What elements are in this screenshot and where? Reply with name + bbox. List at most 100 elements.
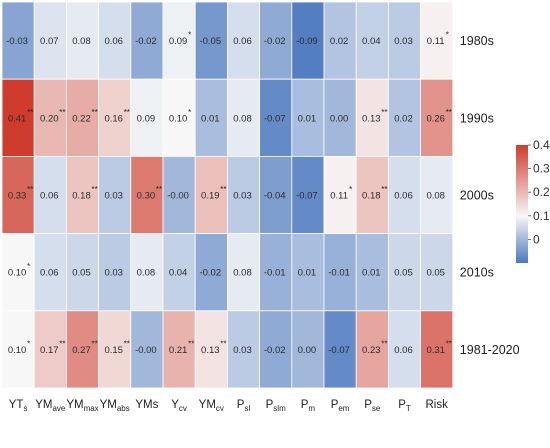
significance-marker: ** (124, 339, 130, 348)
column-label: Pse (364, 399, 381, 413)
cell-value-label: 0.02 (394, 113, 413, 124)
cell-value-label: -0.05 (199, 36, 221, 47)
significance-marker: ** (92, 108, 98, 117)
column-label: YMs (135, 399, 158, 411)
heatmap-cell (355, 310, 389, 389)
cell-value-label: -0.00 (135, 345, 157, 356)
cell-value-label: 0.08 (233, 268, 252, 279)
significance-marker: ** (59, 339, 65, 348)
cell-value-label: 0.31 (426, 345, 445, 356)
column-label: YMabs (100, 399, 130, 413)
colorbar: 0 0.1 0.2 0.3 0.4 (516, 138, 550, 263)
column-label: Psl (237, 399, 251, 413)
heatmap-cell (291, 1, 325, 80)
cell-value-label: 0.01 (201, 113, 220, 124)
colorbar-tick-label: 0.4 (533, 138, 550, 152)
heatmap-cell (387, 78, 421, 157)
cell-value-label: 0.10 (8, 268, 27, 279)
cell-value-label: 0.03 (233, 345, 252, 356)
cell-value-label: -0.07 (264, 113, 286, 124)
cell-value-label: 0.06 (40, 268, 59, 279)
heatmap-cell (66, 1, 100, 80)
significance-marker: ** (381, 185, 387, 194)
colorbar-tick-label: 0.2 (533, 185, 550, 199)
heatmap-cell (194, 233, 228, 312)
cell-value-label: 0.01 (298, 113, 317, 124)
significance-marker: ** (59, 108, 65, 117)
significance-marker: ** (381, 339, 387, 348)
significance-marker: ** (188, 339, 194, 348)
cell-value-label: 0.09 (169, 36, 188, 47)
heatmap-cell (1, 310, 35, 389)
heatmap-cell (259, 233, 293, 312)
column-label: Ycv (171, 399, 187, 413)
heatmap-cell (1, 155, 35, 234)
cell-value-label: -0.03 (6, 36, 28, 47)
colorbar-tick-label: 0 (533, 232, 540, 246)
heatmap-cell (33, 78, 67, 157)
significance-marker: ** (381, 108, 387, 117)
heatmap-cell (291, 310, 325, 389)
row-label: 1981-2020 (460, 343, 520, 357)
heatmap-cell (162, 78, 196, 157)
heatmap-cell (355, 1, 389, 80)
significance-marker: ** (220, 185, 226, 194)
significance-marker: * (446, 31, 449, 40)
heatmap-cells: -0.03 0.07 0.08 0.06 -0.02 0.09*-0.05 0.06 -0.0… (1, 1, 454, 389)
heatmap-cell (323, 310, 357, 389)
heatmap-cell (66, 310, 100, 389)
heatmap-cell (226, 78, 260, 157)
column-labels: YTs YMave YMmax YMabs YMs Ycv YMcv Psl Pslm Pm Pem… (9, 399, 448, 413)
row-label: 2000s (460, 189, 494, 203)
colorbar-tick-label: 0.3 (533, 162, 550, 176)
cell-value-label: 0.20 (40, 113, 59, 124)
heatmap-cell (1, 1, 35, 80)
column-label: YMave (35, 399, 66, 413)
cell-value-label: -0.02 (264, 345, 286, 356)
cell-value-label: 0.04 (362, 36, 381, 47)
cell-value-label: -0.01 (328, 268, 350, 279)
colorbar-gradient (516, 145, 528, 263)
heatmap-cell (420, 78, 454, 157)
heatmap-cell (226, 1, 260, 80)
cell-value-label: 0.00 (298, 345, 317, 356)
cell-value-label: 0.05 (394, 268, 413, 279)
significance-marker: ** (220, 339, 226, 348)
significance-marker: * (188, 108, 191, 117)
heatmap-cell (66, 78, 100, 157)
heatmap-cell (226, 233, 260, 312)
heatmap-cell (420, 233, 454, 312)
cell-value-label: 0.16 (104, 113, 123, 124)
cell-value-label: 0.18 (362, 191, 381, 202)
heatmap-cell (98, 78, 132, 157)
cell-value-label: 0.06 (394, 345, 413, 356)
heatmap-cell (355, 233, 389, 312)
cell-value-label: 0.13 (362, 113, 381, 124)
cell-value-label: -0.09 (296, 36, 318, 47)
cell-value-label: -0.00 (167, 191, 189, 202)
cell-value-label: -0.07 (296, 191, 318, 202)
heatmap-cell (98, 310, 132, 389)
cell-value-label: 0.19 (201, 191, 220, 202)
cell-value-label: 0.03 (104, 268, 123, 279)
cell-value-label: 0.13 (201, 345, 220, 356)
cell-value-label: -0.04 (264, 191, 286, 202)
heatmap-cell (66, 155, 100, 234)
cell-value-label: 0.27 (72, 345, 91, 356)
cell-value-label: 0.33 (8, 191, 27, 202)
cell-value-label: 0.03 (394, 36, 413, 47)
cell-value-label: 0.26 (426, 113, 445, 124)
heatmap-cell (387, 310, 421, 389)
significance-marker: ** (92, 185, 98, 194)
cell-value-label: 0.10 (8, 345, 27, 356)
heatmap-cell (420, 1, 454, 80)
column-label: Pm (301, 399, 316, 413)
heatmap-cell (323, 233, 357, 312)
cell-value-label: 0.11 (330, 191, 348, 202)
heatmap-cell (259, 155, 293, 234)
significance-marker: ** (124, 108, 130, 117)
cell-value-label: 0.18 (72, 191, 91, 202)
significance-marker: ** (446, 108, 452, 117)
heatmap-cell (355, 155, 389, 234)
cell-value-label: 0.05 (72, 268, 91, 279)
